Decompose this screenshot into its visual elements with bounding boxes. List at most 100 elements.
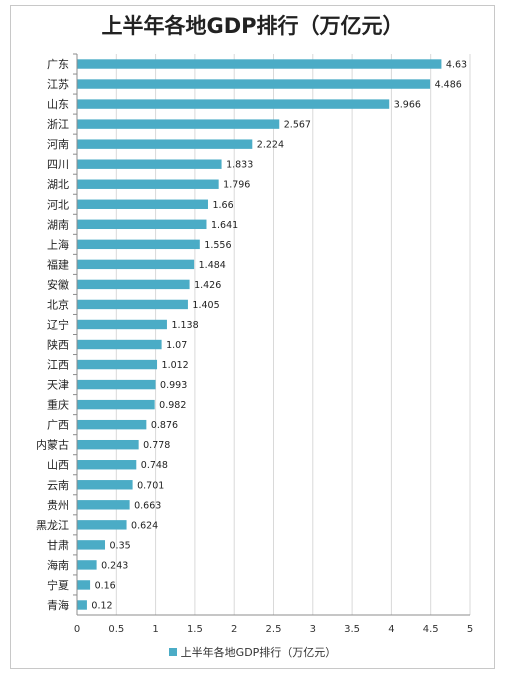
bar <box>77 139 253 149</box>
category-label: 陕西 <box>47 338 69 352</box>
bar <box>77 359 158 370</box>
bar <box>77 119 280 129</box>
category-label: 甘肃 <box>47 539 69 552</box>
x-tick-label: 0.5 <box>108 624 124 635</box>
bar <box>77 520 127 530</box>
bar <box>77 399 155 410</box>
bar <box>77 319 167 330</box>
category-label: 江西 <box>47 359 69 372</box>
data-label: 1.484 <box>199 260 226 271</box>
bar <box>77 439 139 450</box>
bar <box>77 239 200 250</box>
bar <box>77 560 97 570</box>
bar <box>77 59 442 69</box>
category-label: 浙江 <box>47 118 69 131</box>
bar <box>77 480 133 490</box>
data-label: 0.12 <box>91 600 112 611</box>
x-tick-label: 0 <box>74 624 80 635</box>
category-label: 宁夏 <box>47 578 69 592</box>
data-label: 1.833 <box>226 160 253 171</box>
data-label: 0.16 <box>95 580 116 591</box>
chart-frame <box>10 5 495 669</box>
x-tick-label: 4.5 <box>423 624 439 635</box>
bar <box>77 379 156 390</box>
data-label: 1.66 <box>212 200 233 211</box>
data-label: 3.966 <box>394 100 421 111</box>
legend-swatch <box>168 648 177 656</box>
bar <box>77 500 130 510</box>
bar <box>77 580 91 590</box>
bar <box>77 219 207 230</box>
data-label: 0.663 <box>134 500 161 511</box>
category-label: 内蒙古 <box>36 438 69 452</box>
data-label: 0.748 <box>141 460 168 471</box>
bar <box>77 540 106 550</box>
x-tick-label: 4 <box>388 624 394 635</box>
category-label: 湖南 <box>47 218 69 231</box>
bar <box>77 99 390 109</box>
bar <box>77 259 195 270</box>
data-label: 1.641 <box>211 220 238 231</box>
category-label: 河北 <box>47 198 69 211</box>
data-label: 0.778 <box>143 440 170 451</box>
bar <box>77 339 162 350</box>
x-tick-label: 1.5 <box>187 624 203 635</box>
category-label: 贵州 <box>47 499 69 512</box>
x-tick-label: 5 <box>467 624 473 635</box>
category-label: 山东 <box>47 98 69 111</box>
category-label: 北京 <box>47 297 69 311</box>
data-label: 1.796 <box>223 180 250 191</box>
category-label: 福建 <box>47 257 69 271</box>
category-label: 广东 <box>47 58 69 71</box>
data-label: 1.07 <box>166 340 187 351</box>
data-label: 1.138 <box>171 320 198 331</box>
bar <box>77 460 137 470</box>
category-label: 广西 <box>47 419 69 432</box>
data-label: 0.876 <box>151 420 178 431</box>
x-tick-label: 3.5 <box>344 624 360 635</box>
category-label: 河南 <box>47 138 69 151</box>
data-label: 2.567 <box>284 120 311 131</box>
x-tick-label: 1 <box>152 624 158 635</box>
data-label: 4.63 <box>446 60 467 71</box>
category-label: 辽宁 <box>47 317 69 331</box>
category-label: 黑龙江 <box>36 519 69 532</box>
data-label: 1.556 <box>204 240 231 251</box>
data-label: 1.426 <box>194 280 221 291</box>
bar <box>77 419 147 430</box>
data-label: 1.012 <box>162 360 189 371</box>
category-label: 青海 <box>47 598 69 612</box>
legend: 上半年各地GDP排行（万亿元） <box>0 644 505 660</box>
data-label: 0.993 <box>160 380 187 391</box>
chart-title: 上半年各地GDP排行（万亿元） <box>101 14 404 38</box>
category-label: 山西 <box>47 459 69 472</box>
category-label: 江苏 <box>47 78 69 91</box>
bar <box>77 199 208 209</box>
bar <box>77 299 188 310</box>
category-label: 四川 <box>47 158 69 171</box>
bar <box>77 79 431 89</box>
data-label: 0.701 <box>137 480 164 491</box>
category-label: 安徽 <box>47 277 69 291</box>
data-label: 1.405 <box>192 300 219 311</box>
category-label: 天津 <box>47 379 69 392</box>
category-label: 重庆 <box>47 398 69 412</box>
x-tick-label: 2 <box>231 624 237 635</box>
category-label: 云南 <box>47 479 69 492</box>
x-tick-label: 2.5 <box>266 624 282 635</box>
data-label: 0.35 <box>110 540 131 551</box>
legend-label: 上半年各地GDP排行（万亿元） <box>180 646 337 659</box>
data-label: 0.982 <box>159 400 186 411</box>
data-label: 0.624 <box>131 520 158 531</box>
category-label: 海南 <box>47 558 69 572</box>
bar <box>77 279 190 290</box>
data-label: 0.243 <box>101 560 128 571</box>
category-label: 湖北 <box>47 178 69 191</box>
category-label: 上海 <box>47 237 69 251</box>
bar <box>77 600 87 610</box>
bar <box>77 159 222 169</box>
x-tick-label: 3 <box>310 624 316 635</box>
data-label: 4.486 <box>435 80 462 91</box>
data-label: 2.224 <box>257 140 284 151</box>
